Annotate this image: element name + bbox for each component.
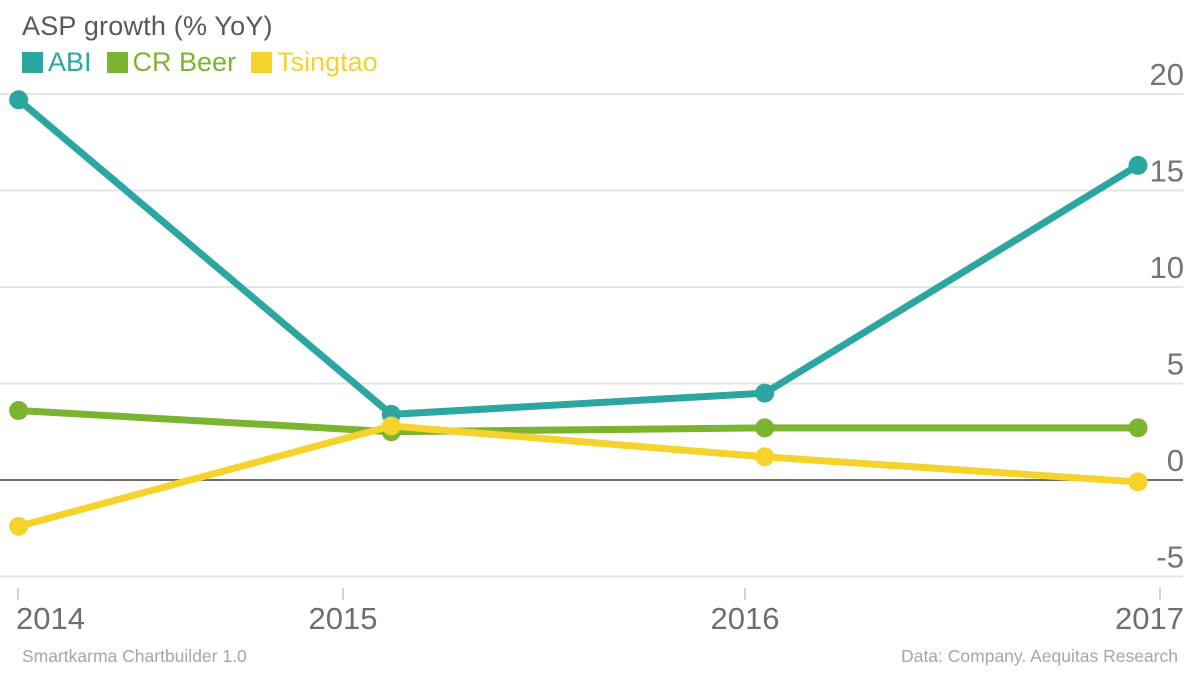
data-point-tsingtao-2014 xyxy=(9,516,29,536)
data-point-cr-beer-2017 xyxy=(1128,418,1148,438)
data-point-tsingtao-2017 xyxy=(1128,472,1148,492)
y-axis-label: 10 xyxy=(1150,250,1184,285)
legend-label-abi: ABI xyxy=(48,47,92,78)
x-axis-label: 2017 xyxy=(1115,601,1184,636)
x-axis-label: 2015 xyxy=(309,601,378,636)
legend-swatch-abi-icon xyxy=(22,52,43,74)
legend-label-tsingtao: Tsingtao xyxy=(277,47,378,78)
legend-swatch-tsingtao-icon xyxy=(251,52,273,74)
data-point-tsingtao-2016 xyxy=(755,447,775,467)
footer-attribution: Smartkarma Chartbuilder 1.0 xyxy=(22,646,247,666)
x-axis-label: 2014 xyxy=(16,601,85,636)
footer-source: Data: Company. Aequitas Research xyxy=(901,646,1178,666)
series-line-tsingtao xyxy=(15,422,1142,530)
data-point-cr-beer-2016 xyxy=(755,418,775,438)
y-axis-label: 5 xyxy=(1167,347,1184,382)
chart-footer: Smartkarma Chartbuilder 1.0 Data: Compan… xyxy=(0,646,1200,668)
chart-title: ASP growth (% YoY) xyxy=(22,11,273,41)
data-point-abi-2016 xyxy=(755,383,775,403)
y-axis-label: 20 xyxy=(1150,57,1184,92)
legend-item-cr-beer: CR Beer xyxy=(106,47,237,78)
legend-swatch-cr-beer-icon xyxy=(106,52,128,74)
y-axis-label: 15 xyxy=(1150,154,1184,189)
legend-item-tsingtao: Tsingtao xyxy=(251,49,378,76)
chart-header: ASP growth (% YoY) ABI CR Beer Tsingtao xyxy=(22,10,393,76)
data-point-abi-2014 xyxy=(9,90,29,110)
y-axis-label: -5 xyxy=(1156,540,1184,575)
legend-item-abi: ABI xyxy=(22,49,92,76)
chart-legend: ABI CR Beer Tsingtao xyxy=(22,49,393,76)
data-point-abi-2017 xyxy=(1128,155,1148,175)
legend-label-cr-beer: CR Beer xyxy=(132,47,237,78)
data-point-cr-beer-2014 xyxy=(9,401,29,421)
series-line-abi xyxy=(15,96,1142,418)
x-axis-label: 2016 xyxy=(711,601,780,636)
y-axis-label: 0 xyxy=(1167,443,1184,478)
data-point-tsingtao-2015 xyxy=(381,416,401,436)
series-line-cr-beer xyxy=(15,407,1142,436)
